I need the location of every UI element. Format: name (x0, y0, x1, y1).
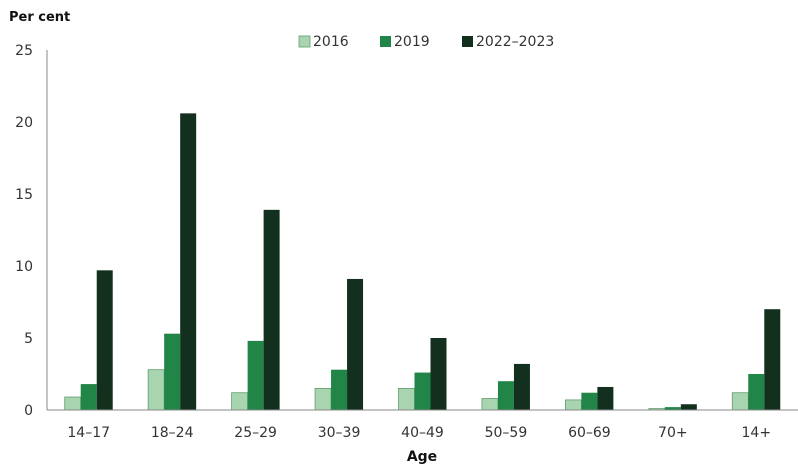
bar-2019-70+ (664, 407, 681, 410)
bar-2022–2023-40–49 (430, 338, 447, 410)
bar-2016-50–59 (481, 398, 499, 411)
y-tick-label: 15 (15, 187, 33, 203)
x-tick-label: 40–49 (401, 425, 444, 441)
bar-2022–2023-14–17 (96, 270, 113, 410)
legend-label: 2016 (313, 34, 349, 50)
bar-2016-60–69 (564, 399, 582, 411)
bar-2022–2023-18–24 (180, 113, 197, 411)
bar-2016-40–49 (398, 387, 415, 411)
bar-2016-14+ (731, 392, 749, 411)
x-tick-label: 30–39 (318, 425, 361, 441)
x-tick-label: 70+ (658, 425, 688, 441)
bar-2019-14–17 (80, 384, 97, 410)
y-tick-label: 25 (15, 43, 33, 59)
bar-2019-18–24 (164, 333, 181, 410)
bar-2022–2023-50–59 (513, 363, 530, 410)
bar-2022–2023-25–29 (263, 209, 280, 410)
y-axis-title: Per cent (9, 10, 70, 25)
bar-2016-14–17 (64, 396, 82, 411)
legend-swatch (380, 36, 391, 47)
y-tick-label: 10 (15, 259, 33, 275)
legend-label: 2022–2023 (476, 34, 554, 50)
x-tick-label: 60–69 (568, 425, 611, 441)
y-tick-label: 0 (24, 403, 33, 419)
bar-2016-30–39 (314, 387, 332, 411)
y-tick-label: 5 (24, 331, 33, 347)
bars (64, 113, 781, 411)
bar-2022–2023-14+ (764, 309, 781, 410)
x-tick-label: 50–59 (485, 425, 528, 441)
bar-2022–2023-60–69 (597, 386, 614, 410)
x-tick-label: 14–17 (67, 425, 110, 441)
x-axis-title: Age (407, 449, 437, 465)
bar-2019-25–29 (247, 340, 264, 410)
y-axis: 0 5 10 15 20 25 (15, 43, 48, 419)
legend-swatch (298, 35, 311, 48)
legend-swatch (462, 36, 473, 47)
legend: 2016 2019 2022–2023 (298, 34, 554, 50)
bar-2019-40–49 (414, 372, 431, 410)
bar-2022–2023-70+ (680, 404, 697, 410)
bar-2019-30–39 (331, 369, 348, 410)
x-tick-label: 14+ (742, 425, 772, 441)
bar-2019-60–69 (581, 392, 598, 410)
x-tick-label: 25–29 (234, 425, 277, 441)
bar-2019-14+ (748, 374, 765, 410)
bar-2022–2023-30–39 (347, 278, 364, 410)
y-tick-label: 20 (15, 115, 33, 131)
x-axis: 14–17 18–24 25–29 30–39 40–49 50–59 60–69 70+ 14… (47, 409, 798, 441)
bar-2019-50–59 (497, 381, 514, 410)
legend-label: 2019 (394, 34, 430, 50)
x-tick-label: 18–24 (151, 425, 194, 441)
bar-2016-25–29 (231, 392, 249, 411)
bar-2016-18–24 (147, 369, 165, 411)
